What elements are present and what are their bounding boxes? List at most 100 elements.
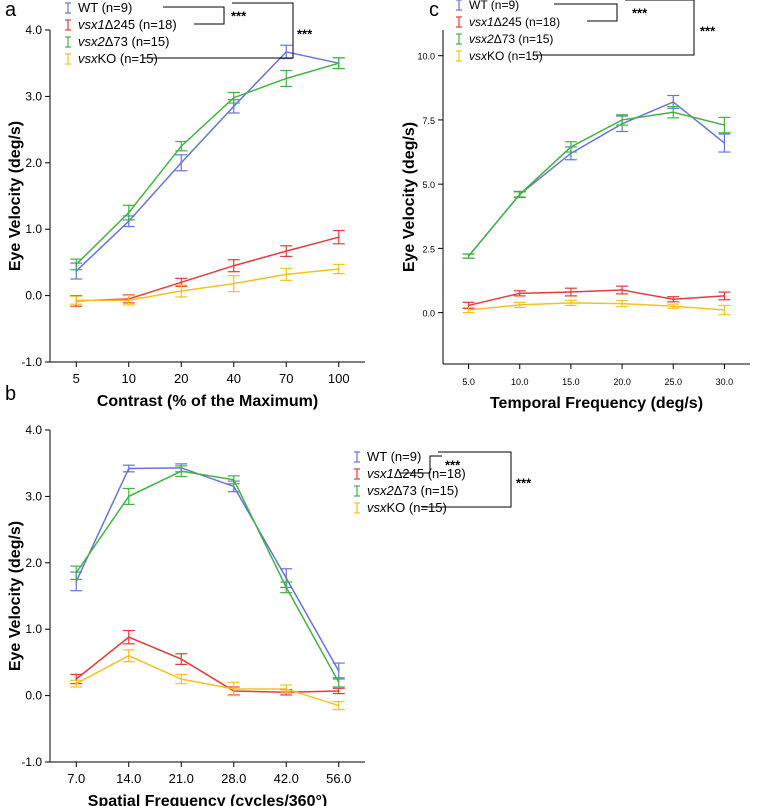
- data-point: [518, 292, 521, 295]
- error-bar: [332, 687, 345, 695]
- data-point: [621, 302, 623, 305]
- series-vsx1: [462, 285, 731, 310]
- legend-label: WT (n=9): [469, 0, 519, 12]
- series-vsxKO: [70, 263, 345, 306]
- y-tick-label: 3.0: [25, 89, 42, 103]
- series-vsx1: [70, 229, 345, 307]
- x-tick-label: 20.0: [613, 377, 631, 387]
- series-line: [468, 101, 725, 257]
- series-vsx2: [70, 465, 345, 688]
- data-point: [232, 282, 235, 285]
- series-vsxKO: [462, 299, 731, 316]
- error-bar: [667, 296, 680, 303]
- data-point: [232, 105, 235, 108]
- legend-label: vsx2Δ73 (n=15): [78, 34, 169, 49]
- legend-label-rest: KO (n=15): [487, 49, 543, 63]
- data-point: [337, 236, 340, 238]
- data-point: [180, 470, 183, 472]
- legend-swatch-icon: [456, 0, 462, 11]
- legend-label-italic: vsx2: [367, 483, 395, 498]
- significance-stars: ***: [445, 458, 461, 473]
- series-line: [468, 302, 725, 311]
- data-point: [285, 51, 288, 53]
- chart-panel-b: b -1.0 0.0 1.0 2.0 3.0 4.0 7.0 14.0 21.0 28.0 42.0 5…: [5, 383, 532, 806]
- data-point: [723, 142, 726, 144]
- error-bar: [227, 259, 240, 273]
- x-axis-title: Spatial Frequency (cycles/360°): [88, 793, 327, 806]
- error-bar: [70, 679, 83, 688]
- data-point: [285, 586, 288, 589]
- x-axis-title: Temporal Frequency (deg/s): [490, 395, 703, 412]
- error-bar: [332, 263, 345, 275]
- y-tick-label: -1.0: [21, 755, 42, 769]
- legend-label: vsxKO (n=15): [367, 500, 447, 515]
- error-bar: [175, 154, 188, 172]
- y-tick-label: 5.0: [422, 180, 435, 190]
- series-line: [75, 467, 340, 672]
- x-tick-label: 5: [73, 371, 80, 386]
- data-point: [672, 101, 675, 103]
- legend-label: vsx2Δ73 (n=15): [469, 32, 553, 46]
- legend-swatch-icon: [354, 468, 360, 480]
- x-tick-label: 7.0: [67, 771, 85, 786]
- x-tick-label: 10: [122, 371, 136, 386]
- data-point: [570, 291, 572, 293]
- legend-label-rest: Δ73 (n=15): [105, 34, 170, 49]
- series-line: [76, 236, 339, 302]
- error-bar: [513, 301, 526, 309]
- legend: WT (n=9)vsx1Δ245 (n=18)vsx2Δ73 (n=15)vsx…: [354, 449, 532, 515]
- data-point: [75, 682, 78, 685]
- legend-label-italic: vsx: [367, 500, 387, 515]
- data-point: [232, 479, 235, 481]
- legend-label: vsx1Δ245 (n=18): [78, 17, 177, 32]
- data-point: [672, 111, 675, 114]
- x-tick-label: 25.0: [664, 377, 682, 387]
- data-point: [127, 467, 130, 470]
- data-point: [672, 298, 675, 301]
- x-tick-label: 10.0: [511, 377, 529, 387]
- error-bar: [718, 291, 731, 301]
- x-tick-label: 30.0: [716, 377, 734, 387]
- y-axis-title: Eye Velocity (deg/s): [7, 121, 24, 271]
- data-point: [180, 145, 183, 147]
- error-bar: [122, 487, 135, 505]
- legend-swatch-icon: [456, 33, 462, 45]
- legend-label: vsxKO (n=15): [78, 51, 158, 66]
- y-tick-label: 2.0: [25, 556, 42, 570]
- significance-bracket: [163, 6, 225, 25]
- error-bar: [718, 304, 731, 316]
- legend-label-italic: vsx1: [78, 17, 105, 32]
- x-tick-label: 28.0: [221, 771, 246, 786]
- data-point: [232, 688, 235, 690]
- legend-label: vsxKO (n=15): [469, 49, 543, 63]
- data-point: [180, 678, 183, 680]
- data-point: [285, 577, 288, 579]
- error-bar: [332, 677, 345, 688]
- error-bar: [718, 133, 731, 153]
- data-point: [285, 273, 288, 276]
- y-tick-label: 4.0: [25, 23, 42, 37]
- legend-swatch-icon: [65, 53, 71, 65]
- data-point: [570, 152, 572, 155]
- error-bar: [667, 105, 680, 119]
- y-tick-label: 4.0: [25, 423, 42, 437]
- data-point: [337, 690, 340, 692]
- legend-label-italic: vsx: [469, 49, 488, 63]
- data-point: [232, 264, 235, 267]
- error-bar: [616, 285, 629, 295]
- data-point: [180, 281, 183, 284]
- legend-swatch-icon: [65, 2, 71, 14]
- series-vsxKO: [70, 649, 345, 711]
- error-bar: [280, 581, 293, 594]
- legend-label: vsx1Δ245 (n=18): [469, 15, 560, 29]
- error-bar: [332, 700, 345, 711]
- error-bar: [513, 290, 526, 297]
- panel-letter: c: [429, 0, 439, 21]
- series-line: [75, 51, 339, 272]
- significance-bracket: [400, 455, 442, 474]
- error-bar: [70, 258, 83, 271]
- error-bar: [175, 653, 188, 665]
- error-bar: [280, 684, 293, 694]
- data-point: [467, 304, 470, 307]
